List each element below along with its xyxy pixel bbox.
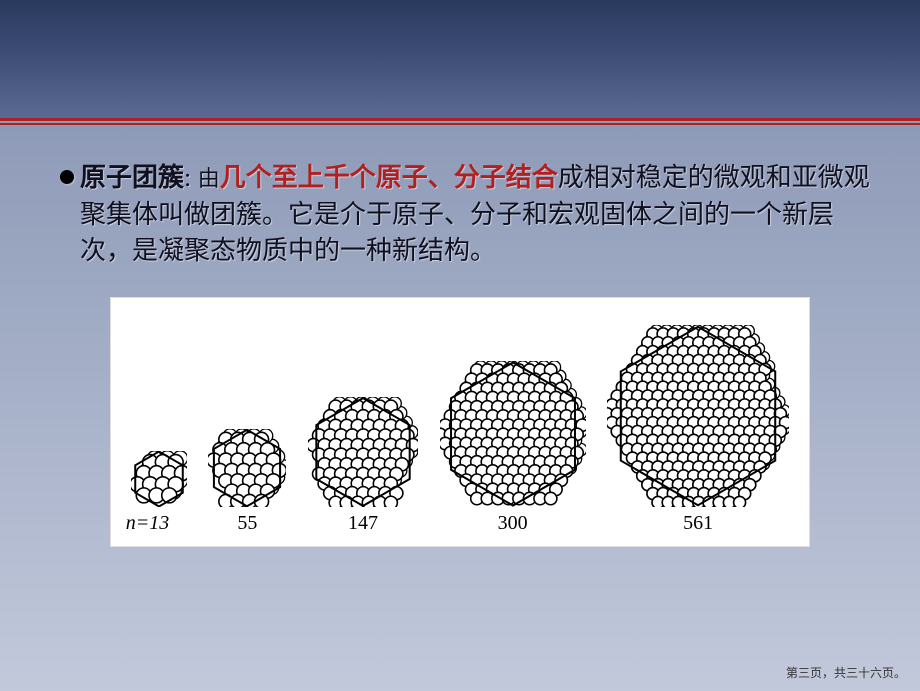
cluster-figure: n=13 55 147 300 561 [110, 297, 810, 547]
cluster-label: 300 [435, 512, 591, 535]
keyword-text: 几个至上千个原子、分子结合 [220, 163, 558, 192]
term-text: 原子团簇 [80, 163, 184, 192]
cluster-147 [303, 397, 423, 507]
page-footer: 第三页，共三十六页。 [786, 664, 906, 681]
by-text: 由 [198, 166, 220, 191]
colon-text: : [184, 163, 198, 192]
definition-paragraph: 原子团簇: 由几个至上千个原子、分子结合成相对稳定的微观和亚微观聚集体叫做团簇。… [80, 160, 880, 269]
footer-text: 第三页，共三十六页。 [786, 666, 906, 680]
divider-rules [0, 118, 920, 125]
cluster-561 [602, 325, 794, 507]
cluster-label: 147 [303, 512, 423, 535]
cluster-row [110, 307, 810, 507]
bullet-item: 原子团簇: 由几个至上千个原子、分子结合成相对稳定的微观和亚微观聚集体叫做团簇。… [60, 160, 880, 269]
cluster-labels-row: n=13 55 147 300 561 [110, 512, 810, 535]
content-area: 原子团簇: 由几个至上千个原子、分子结合成相对稳定的微观和亚微观聚集体叫做团簇。… [60, 160, 880, 547]
cluster-300 [435, 361, 591, 507]
cluster-label: 561 [602, 512, 794, 535]
cluster-13 [126, 451, 192, 507]
bullet-dot-icon [60, 170, 74, 184]
title-band [0, 0, 920, 118]
cluster-label: 55 [203, 512, 291, 535]
cluster-label: n=13 [126, 512, 192, 535]
cluster-55 [203, 429, 291, 507]
